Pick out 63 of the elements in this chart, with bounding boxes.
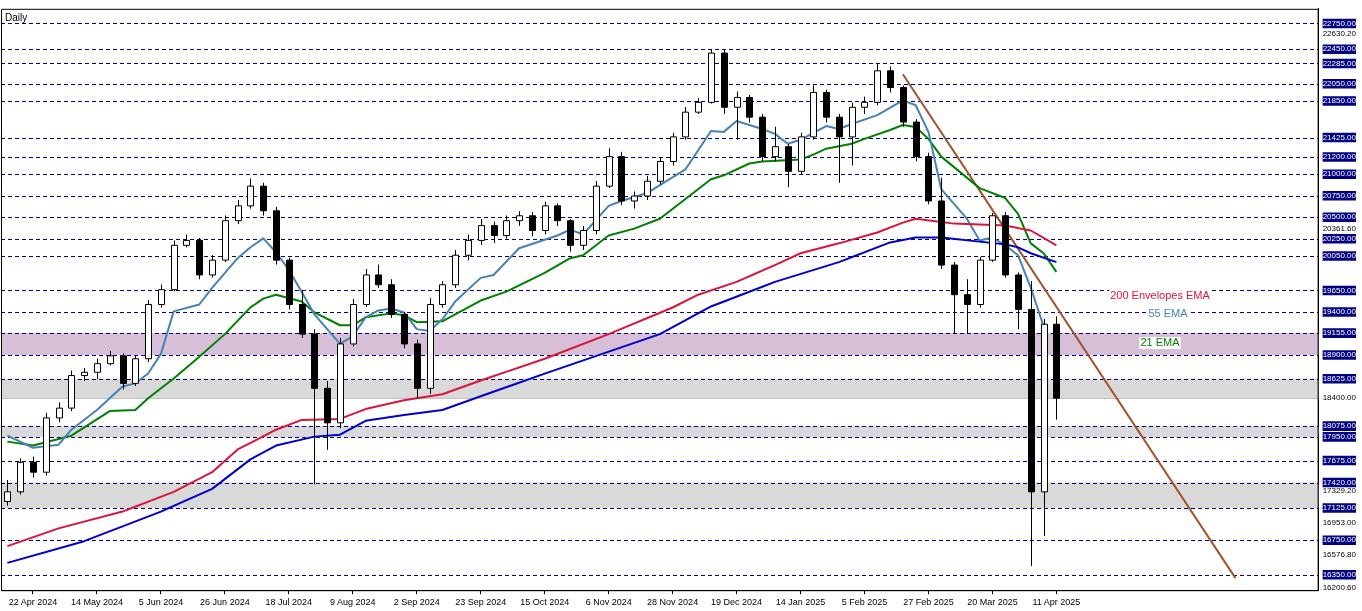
y-tick-label: 21425.00 — [1322, 132, 1357, 142]
text: 55 EMA — [1148, 307, 1189, 320]
y-tick-label: 21000.00 — [1322, 169, 1357, 179]
y-tick-label: 17329.20 — [1322, 485, 1357, 495]
y-tick-label: 20361.60 — [1322, 224, 1357, 234]
x-tick-label: 5 Jun 2024 — [138, 597, 184, 608]
y-tick-label: 19400.00 — [1322, 307, 1357, 317]
candlestick — [439, 280, 446, 309]
y-tick-label: 17950.00 — [1322, 432, 1357, 442]
text: 200 Envelopes EMA — [1110, 289, 1211, 302]
x-tick-label: 2 Sep 2024 — [393, 597, 440, 608]
text: 21 EMA — [1140, 336, 1181, 349]
x-tick-label: 6 Nov 2024 — [585, 597, 632, 608]
x-tick-label: 11 Apr 2025 — [1032, 597, 1081, 608]
x-tick-label: 14 Jan 2025 — [775, 597, 826, 608]
x-tick-label: 9 Aug 2024 — [330, 597, 376, 608]
x-tick-label: 26 Jun 2024 — [200, 597, 250, 608]
y-tick-label: 22450.00 — [1322, 44, 1357, 54]
y-tick-label: 18625.00 — [1322, 373, 1357, 383]
chart-title: Daily — [5, 11, 28, 23]
y-tick-label: 17125.00 — [1322, 503, 1357, 513]
candlestick — [478, 218, 485, 246]
candlestick — [657, 156, 664, 186]
y-tick-label: 18400.00 — [1322, 393, 1357, 403]
y-tick-label: 22050.00 — [1322, 78, 1357, 88]
candlestick — [94, 358, 101, 380]
candlestick — [491, 221, 498, 244]
x-tick-label: 18 Jul 2024 — [265, 597, 313, 608]
x-tick-label: 14 May 2024 — [70, 597, 123, 608]
y-tick-label: 16576.80 — [1322, 550, 1357, 560]
x-tick-label: 22 Apr 2024 — [8, 597, 58, 608]
y-tick-label: 16350.00 — [1322, 569, 1357, 579]
y-tick-label: 20050.00 — [1322, 251, 1357, 261]
x-tick-label: 5 Feb 2025 — [841, 597, 888, 608]
candlestick — [580, 225, 587, 251]
y-tick-label: 17675.00 — [1322, 455, 1357, 465]
y-tick-label: 19155.00 — [1322, 328, 1357, 338]
y-tick-label: 21200.00 — [1322, 152, 1357, 162]
y-tick-label: 16750.00 — [1322, 535, 1357, 545]
y-tick-label: 22750.00 — [1322, 18, 1357, 28]
y-tick-label: 22630.20 — [1322, 28, 1357, 38]
y-tick-label: 18900.00 — [1322, 350, 1357, 360]
y-tick-label: 18075.00 — [1322, 421, 1357, 431]
x-tick-label: 20 Mar 2025 — [967, 597, 1018, 608]
x-tick-label: 27 Feb 2025 — [903, 597, 954, 608]
candlestick — [4, 479, 11, 507]
x-tick-label: 28 Nov 2024 — [647, 597, 699, 608]
y-tick-label: 20750.00 — [1322, 190, 1357, 200]
candlestick — [158, 283, 165, 309]
y-tick-label: 16200.60 — [1322, 582, 1357, 592]
y-tick-label: 17420.00 — [1322, 477, 1357, 487]
x-tick-label: 15 Oct 2024 — [520, 597, 570, 608]
y-tick-label: 21850.00 — [1322, 96, 1357, 106]
y-tick-label: 20250.00 — [1322, 233, 1357, 243]
x-tick-label: 23 Sep 2024 — [455, 597, 507, 608]
y-tick-label: 19650.00 — [1322, 285, 1357, 295]
candlestick — [964, 278, 971, 335]
x-tick-label: 19 Dec 2024 — [711, 597, 763, 608]
candlestick — [529, 211, 536, 237]
y-tick-label: 20500.00 — [1322, 212, 1357, 222]
y-tick-label: 22285.00 — [1322, 58, 1357, 68]
y-tick-label: 16953.00 — [1322, 517, 1357, 527]
candlestick — [503, 215, 510, 240]
